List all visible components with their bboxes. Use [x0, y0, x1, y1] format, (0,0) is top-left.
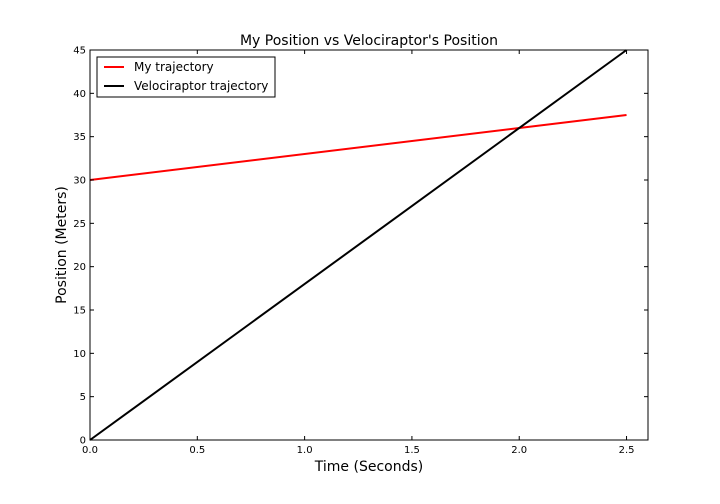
- legend-label-2: Velociraptor trajectory: [134, 79, 268, 93]
- y-axis-label: Position (Meters): [54, 186, 70, 304]
- y-tick-label: 25: [73, 219, 86, 230]
- series-layer: [89, 49, 628, 441]
- series-line-1: [89, 114, 627, 181]
- x-tick-label: 2.0: [511, 445, 527, 456]
- x-tick-label: 1.0: [297, 445, 313, 456]
- y-tick-label: 40: [73, 89, 86, 100]
- chart-title: My Position vs Velociraptor's Position: [240, 33, 498, 49]
- y-tick-label: 20: [73, 262, 86, 273]
- x-tick-label: 2.5: [619, 445, 635, 456]
- legend-label-1: My trajectory: [134, 60, 214, 74]
- y-tick-label: 35: [73, 132, 86, 143]
- y-tick-label: 30: [73, 176, 86, 187]
- tick-layer: 0.0 0.5 1.0 1.5 2.0 2.5 0 5 10 15 20 25 30 35 40 45: [73, 46, 648, 456]
- series-line-2: [89, 49, 628, 441]
- legend: My trajectory Velociraptor trajectory: [96, 56, 276, 98]
- y-tick-label: 45: [73, 46, 86, 57]
- y-tick-label: 5: [80, 392, 86, 403]
- y-tick-label: 15: [73, 306, 86, 317]
- x-tick-label: 0.5: [189, 445, 205, 456]
- legend-box: [96, 56, 276, 98]
- x-tick-label: 0.0: [82, 445, 98, 456]
- y-tick-label: 10: [73, 349, 86, 360]
- x-tick-label: 1.5: [404, 445, 420, 456]
- x-axis-label: Time (Seconds): [314, 459, 423, 475]
- y-tick-label: 0: [80, 436, 86, 447]
- plot-frame: [89, 49, 649, 441]
